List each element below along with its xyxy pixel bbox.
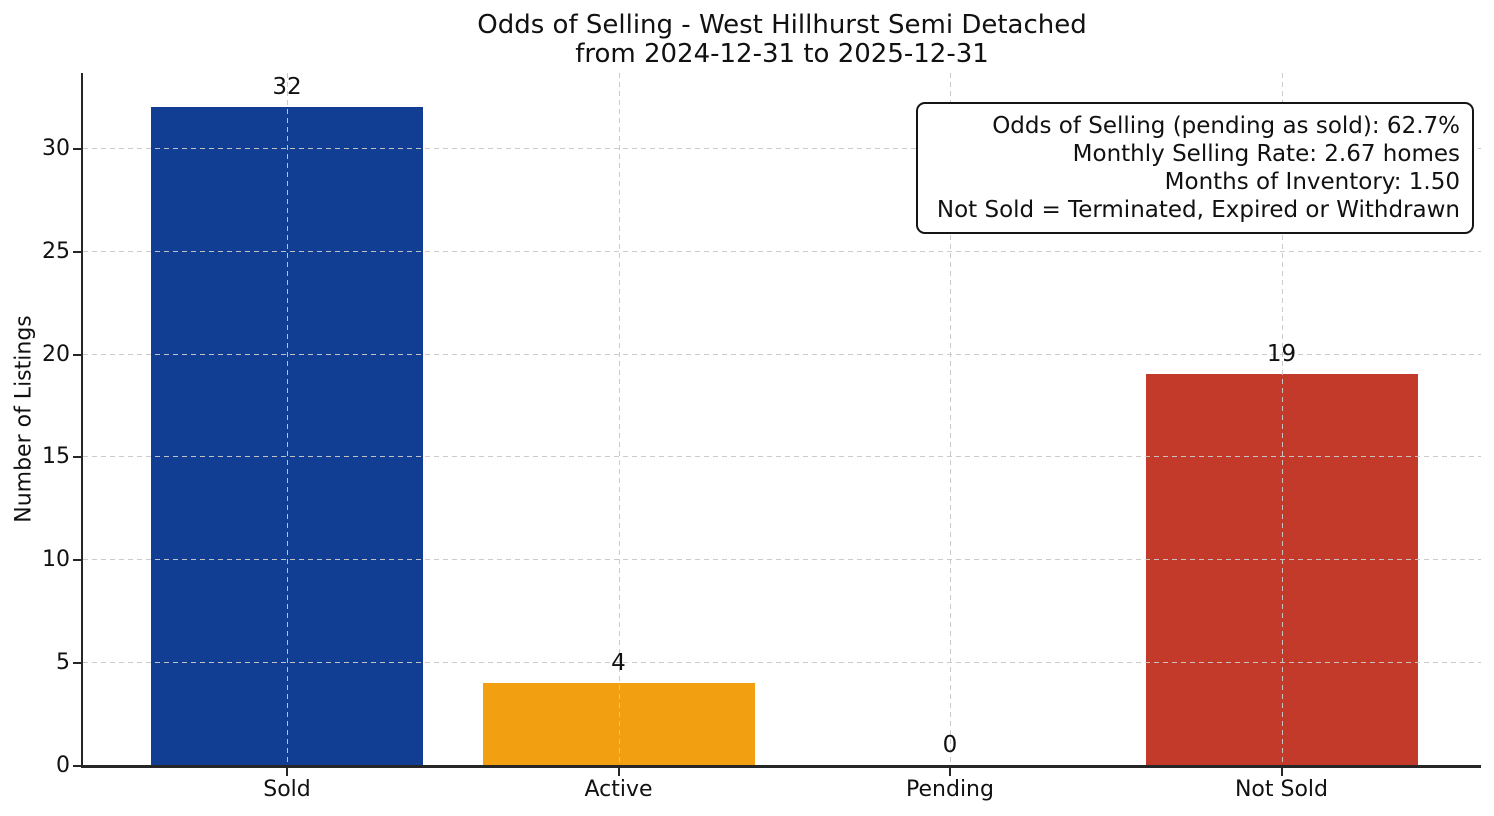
y-tick-label: 5: [56, 650, 70, 676]
annotation-box: Odds of Selling (pending as sold): 62.7%…: [916, 102, 1474, 234]
y-tick-mark: [72, 147, 81, 150]
y-axis-label: Number of Listings: [11, 315, 37, 523]
grid-line-h: [83, 147, 1481, 149]
chart-title: Odds of Selling - West Hillhurst Semi De…: [84, 11, 1480, 69]
x-tick-label-sold: Sold: [263, 777, 311, 802]
grid-line-h: [83, 250, 1481, 252]
chart-title-line1: Odds of Selling - West Hillhurst Semi De…: [477, 10, 1087, 40]
grid-line-v: [287, 73, 288, 765]
grid-line-h: [83, 662, 1481, 664]
bar-value-label-pending: 0: [942, 732, 958, 758]
y-axis-spine: [80, 73, 83, 768]
chart-title-line2: from 2024-12-31 to 2025-12-31: [575, 39, 989, 69]
grid-line-h: [83, 559, 1481, 561]
grid-line-v: [618, 73, 620, 765]
annotation-months-of-inventory: Months of Inventory: 1.50: [1164, 169, 1460, 195]
y-tick-mark: [72, 765, 81, 767]
y-tick-mark: [72, 559, 81, 562]
grid-line-h: [83, 456, 1481, 458]
grid-line-h: [83, 353, 1481, 355]
y-tick-mark: [72, 456, 81, 459]
y-tick-label: 25: [42, 238, 70, 264]
y-tick-mark: [72, 662, 81, 665]
y-tick-label: 30: [42, 135, 70, 161]
y-tick-mark: [72, 250, 81, 253]
x-tick-label-not-sold: Not Sold: [1234, 777, 1329, 802]
x-tick-mark: [949, 767, 951, 776]
bar-value-label-not-sold: 19: [1266, 341, 1297, 368]
bar-value-label-active: 4: [611, 649, 626, 676]
bar-value-label-sold: 32: [272, 73, 302, 100]
annotation-not-sold-definition: Not Sold = Terminated, Expired or Withdr…: [936, 197, 1460, 223]
x-axis-spine: [80, 765, 1481, 768]
grid-line-v: [950, 73, 951, 765]
x-tick-mark: [617, 767, 620, 776]
y-tick-label: 10: [42, 547, 70, 573]
y-tick-mark: [72, 353, 81, 356]
y-tick-label: 0: [56, 753, 70, 778]
y-tick-label: 15: [42, 444, 70, 470]
grid-line-v: [1281, 73, 1283, 765]
x-tick-label-active: Active: [584, 777, 653, 802]
x-tick-mark: [1280, 767, 1283, 776]
x-tick-label-pending: Pending: [906, 777, 994, 802]
annotation-odds-of-selling: Odds of Selling (pending as sold): 62.7%: [992, 113, 1460, 139]
y-tick-label: 20: [42, 341, 70, 367]
annotation-monthly-selling-rate: Monthly Selling Rate: 2.67 homes: [1072, 141, 1460, 167]
x-tick-mark: [286, 767, 288, 776]
